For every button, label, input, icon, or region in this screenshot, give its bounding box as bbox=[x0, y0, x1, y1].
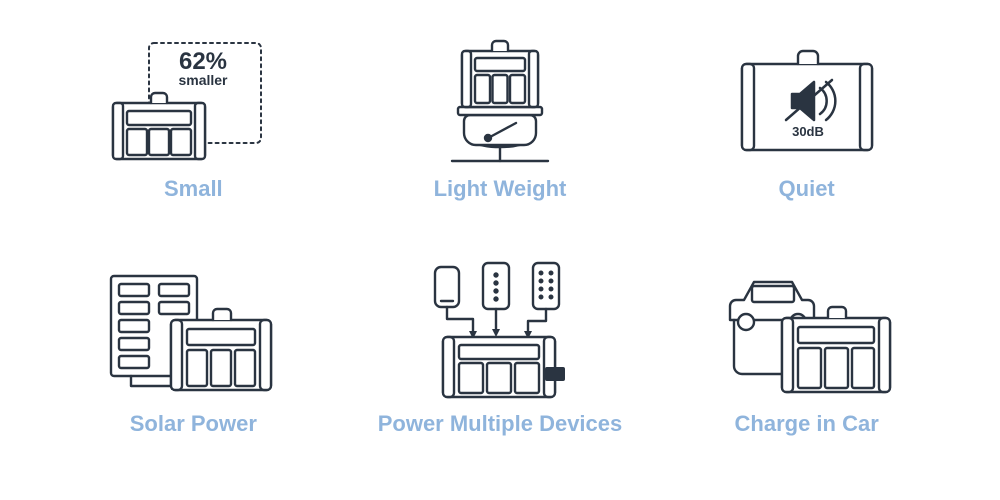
scale-icon bbox=[400, 20, 600, 170]
feature-quiet: 30dB Quiet bbox=[673, 20, 940, 235]
quiet-icon: 30dB bbox=[707, 20, 907, 170]
badge-value: 62% bbox=[179, 48, 227, 75]
caption-small: Small bbox=[164, 176, 223, 201]
feature-small: 62% smaller bbox=[60, 20, 327, 235]
multiple-devices-icon bbox=[400, 255, 600, 405]
feature-charge-in-car: Charge in Car bbox=[673, 255, 940, 470]
feature-light-weight: Light Weight bbox=[367, 20, 634, 235]
caption-light-weight: Light Weight bbox=[434, 176, 567, 201]
db-label: 30dB bbox=[792, 124, 824, 139]
caption-power-multiple: Power Multiple Devices bbox=[378, 411, 623, 436]
caption-quiet: Quiet bbox=[779, 176, 835, 201]
small-icon: 62% smaller bbox=[93, 20, 293, 170]
feature-grid: 62% smaller bbox=[0, 0, 1000, 500]
badge-label: smaller bbox=[179, 72, 229, 88]
caption-charge-in-car: Charge in Car bbox=[735, 411, 879, 436]
solar-panel-icon bbox=[93, 255, 293, 405]
feature-solar-power: Solar Power bbox=[60, 255, 327, 470]
caption-solar-power: Solar Power bbox=[130, 411, 257, 436]
car-charge-icon bbox=[707, 255, 907, 405]
feature-power-multiple: Power Multiple Devices bbox=[367, 255, 634, 470]
